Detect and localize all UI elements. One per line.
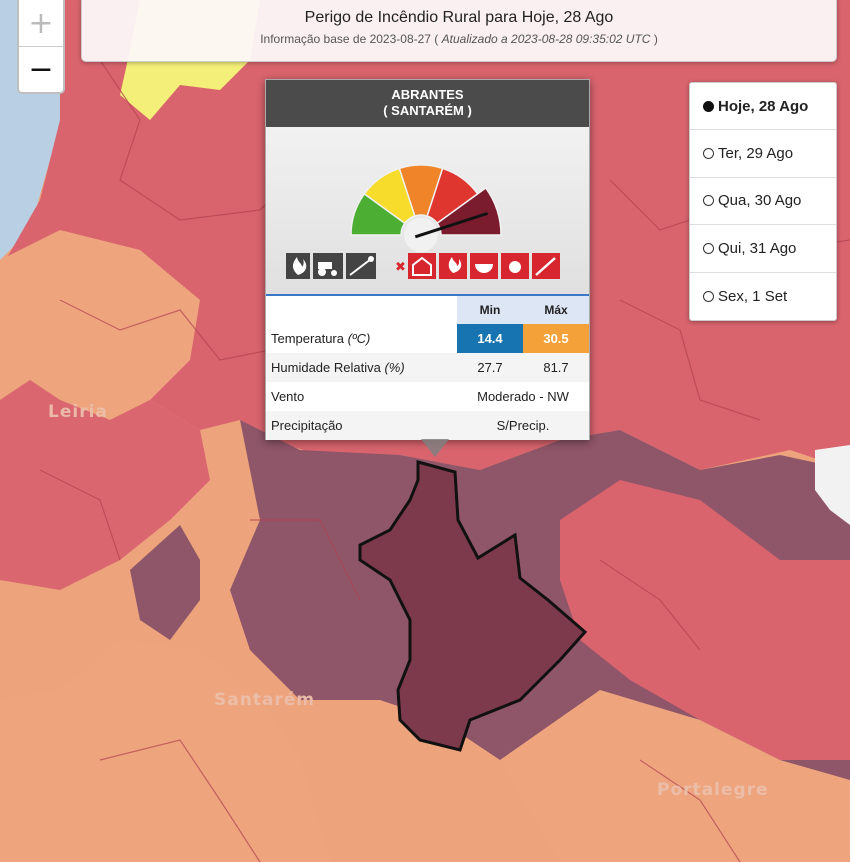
day-option-today[interactable]: Hoje, 28 Ago	[690, 83, 836, 131]
subtitle-suffix: )	[653, 32, 658, 46]
allowed-icons	[286, 253, 376, 279]
burning-house-glyph	[412, 256, 432, 276]
region-very-high-middle[interactable]	[0, 380, 210, 590]
radio-icon[interactable]	[703, 242, 714, 254]
table-row: Precipitação S/Precip.	[266, 411, 589, 440]
map-title: Perigo de Incêndio Rural para Hoje, 28 A…	[304, 9, 614, 26]
table-row: Vento Moderado - NW	[266, 382, 589, 411]
popup-tip	[421, 439, 449, 457]
firework-glyph	[535, 257, 556, 276]
region-very-high-east[interactable]	[560, 480, 850, 760]
fire-icon-glyph	[293, 257, 307, 275]
day-option-fri[interactable]: Sex, 1 Set	[690, 273, 836, 320]
table-header-min: Min	[457, 295, 523, 324]
day-option-label: Qui, 31 Ago	[718, 239, 797, 257]
row-label-humidity: Humidade Relativa (%)	[266, 353, 457, 382]
popup-municipality: ABRANTES	[391, 87, 464, 102]
row-label-precipitation: Precipitação	[266, 411, 457, 440]
radio-icon[interactable]	[703, 195, 714, 207]
smoker-glyph	[509, 261, 521, 273]
region-high-southeast[interactable]	[500, 690, 850, 862]
rocket-icon-head	[368, 256, 374, 262]
selected-municipality-abrantes[interactable]	[358, 460, 588, 752]
region-high-southwest[interactable]	[0, 640, 330, 862]
municipality-popup: ABRANTES ( SANTARÉM ) ✖	[265, 79, 590, 440]
wind-value: Moderado - NW	[477, 389, 569, 404]
rocket-icon-trail	[349, 258, 372, 276]
precipitation-value: S/Precip.	[457, 411, 589, 440]
tractor-icon-wheel2	[331, 270, 337, 276]
radio-icon[interactable]	[703, 290, 714, 302]
row-label-unit: (ºC)	[347, 331, 371, 346]
humidity-min: 27.7	[457, 353, 523, 382]
subtitle-prefix: Informação base de 2023-08-27 (	[260, 32, 439, 46]
table-header-blank	[266, 295, 457, 324]
row-label-wind: Vento	[271, 389, 305, 404]
day-option-label: Hoje, 28 Ago	[718, 97, 809, 115]
table-header-row: Min Máx	[266, 295, 589, 324]
day-option-label: Sex, 1 Set	[718, 287, 788, 305]
day-option-thu[interactable]: Qui, 31 Ago	[690, 225, 836, 273]
table-row: Temperatura (ºC) 14.4 30.5	[266, 324, 589, 353]
day-option-label: Ter, 29 Ago	[718, 145, 794, 163]
forbidden-icons: ✖	[395, 253, 560, 279]
row-label-text: Humidade Relativa	[271, 360, 385, 375]
danger-gauge: ✖	[266, 127, 589, 294]
temperature-max: 30.5	[523, 324, 589, 353]
map-label-santarem: Santarém	[214, 690, 316, 710]
temperature-min: 14.4	[457, 324, 523, 353]
weather-table: Min Máx Temperatura (ºC) 14.4 30.5 Humid…	[266, 294, 589, 440]
tractor-icon-wheel	[318, 268, 326, 276]
table-row: Humidade Relativa (%) 27.7 81.7	[266, 353, 589, 382]
map-title-box: Perigo de Incêndio Rural para Hoje, 28 A…	[81, 0, 837, 62]
row-label-unit: (%)	[384, 360, 405, 375]
region-no-data	[815, 445, 850, 525]
humidity-max: 81.7	[523, 353, 589, 382]
table-header-max: Máx	[523, 295, 589, 324]
day-option-wed[interactable]: Qua, 30 Ago	[690, 178, 836, 226]
day-option-label: Qua, 30 Ago	[718, 192, 802, 210]
zoom-control: + −	[17, 0, 65, 94]
map-subtitle: Informação base de 2023-08-27 ( Atualiza…	[82, 32, 836, 46]
tractor-icon-body	[318, 262, 332, 269]
map-label-leiria: Leiria	[48, 402, 108, 422]
radio-icon[interactable]	[703, 100, 714, 112]
map-label-portalegre: Portalegre	[657, 780, 769, 800]
subtitle-updated: Atualizado a 2023-08-28 09:35:02 UTC	[441, 32, 651, 46]
zoom-in-button[interactable]: +	[28, 5, 54, 41]
gauge-needle	[414, 211, 489, 239]
radio-icon[interactable]	[703, 148, 714, 160]
popup-header: ABRANTES ( SANTARÉM )	[266, 80, 589, 127]
barbecue-glyph	[475, 264, 493, 273]
row-label-text: Temperatura	[271, 331, 348, 346]
day-selector: Hoje, 28 Ago Ter, 29 Ago Qua, 30 Ago Qui…	[689, 82, 837, 321]
forbidden-x-icon: ✖	[395, 260, 406, 275]
row-label-temperature: Temperatura (ºC)	[266, 324, 457, 353]
popup-district: ( SANTARÉM )	[383, 103, 472, 118]
region-maximum-west[interactable]	[130, 525, 200, 640]
day-option-tue[interactable]: Ter, 29 Ago	[690, 130, 836, 178]
region-high-west[interactable]	[0, 230, 200, 420]
campfire-glyph	[448, 257, 462, 273]
zoom-out-button[interactable]: −	[19, 46, 63, 92]
